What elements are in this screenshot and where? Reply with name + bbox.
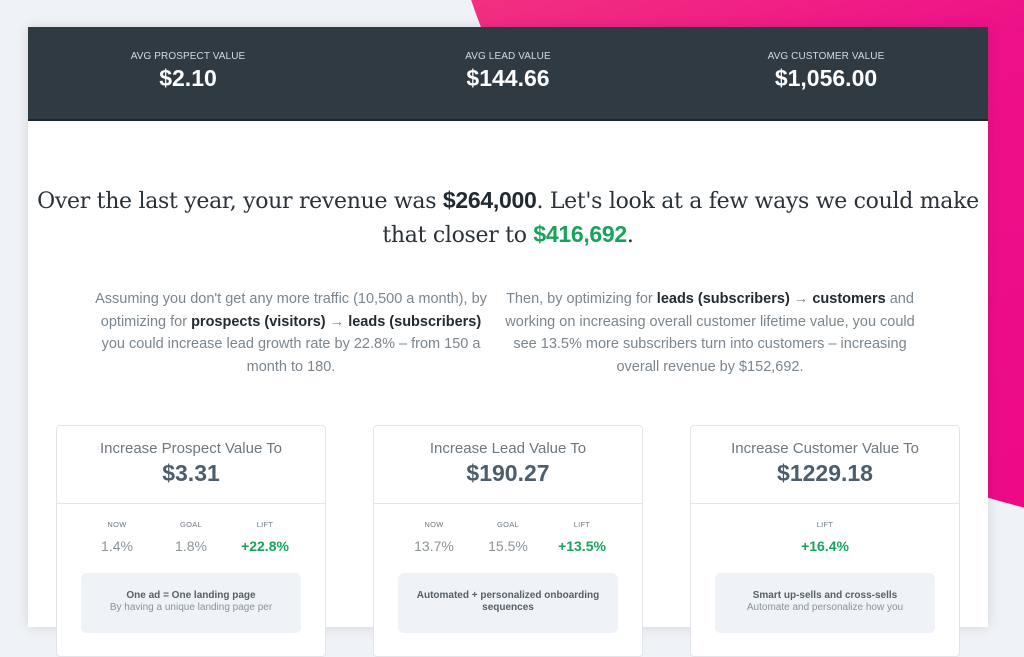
tip-description: By having a unique landing page per [109,602,273,613]
stat-value: $144.66 [466,65,550,91]
headline-text: Over the last year, your revenue was [37,189,443,214]
stat-value: $1,056.00 [774,65,878,91]
metric-label: NOW [107,520,127,529]
metric-now: NOW 13.7% [397,520,471,554]
metric-label: GOAL [496,520,520,529]
para-bold: customers [812,291,886,307]
para-bold: prospects (visitors) [191,313,326,330]
metric-lift: LIFT +16.4% [788,520,862,554]
tip-title: Smart up-sells and cross-sells [752,590,898,601]
metric-label: LIFT [256,520,274,529]
card-metrics: LIFT +16.4% [691,520,959,554]
card-metrics: NOW 13.7% GOAL 15.5% LIFT +13.5% [374,520,642,554]
card-title: Increase Customer Value To [731,440,919,457]
metric-value: 15.5% [488,538,528,554]
lead-explanation: Then, by optimizing for leads (subscribe… [505,288,915,378]
card-title: Increase Prospect Value To [99,440,283,457]
revenue-headline: Over the last year, your revenue was $26… [28,184,988,252]
para-text: Assuming you don't get any more traffic … [95,291,487,330]
para-text: and working on increasing overall custom… [505,291,915,375]
metric-value: +16.4% [801,538,849,554]
metric-goal: GOAL 15.5% [471,520,545,554]
stat-avg-prospect-value: AVG PROSPECT VALUE $2.10 [68,51,308,92]
metric-value: 1.8% [175,538,207,554]
headline-text: . [626,223,634,248]
tip-title: One ad = One landing page [126,590,256,601]
card-amount: $1229.18 [777,460,873,486]
metric-label: NOW [424,520,444,529]
tip-title: Automated + personalized onboarding sequ… [416,590,600,613]
headline-text: . Let's look at a few ways we could make… [382,189,979,248]
metric-label: GOAL [179,520,203,529]
card-amount: $3.31 [162,460,220,486]
para-bold: leads (subscribers) [348,313,482,330]
metric-lift: LIFT +13.5% [545,520,619,554]
stat-label: AVG PROSPECT VALUE [130,51,246,62]
metric-value: +22.8% [241,538,289,554]
card-header: Increase Lead Value To $190.27 [374,426,642,504]
card-lead-value: Increase Lead Value To $190.27 NOW 13.7%… [373,425,643,657]
stat-avg-customer-value: AVG CUSTOMER VALUE $1,056.00 [706,51,946,92]
para-text: Then, by optimizing for [506,291,657,307]
para-bold: leads (subscribers) [656,291,790,307]
card-metrics: NOW 1.4% GOAL 1.8% LIFT +22.8% [57,520,325,554]
metric-goal: GOAL 1.8% [154,520,228,554]
metric-value: 13.7% [414,538,454,554]
card-prospect-value: Increase Prospect Value To $3.31 NOW 1.4… [56,425,326,657]
tip-box: Smart up-sells and cross-sells Automate … [715,573,935,633]
stat-label: AVG LEAD VALUE [465,51,551,62]
stat-avg-lead-value: AVG LEAD VALUE $144.66 [388,51,628,92]
tip-description: Automate and personalize how you [746,602,904,613]
target-revenue: $416,692 [533,221,627,247]
card-title: Increase Lead Value To [429,440,587,457]
current-revenue: $264,000 [442,187,537,213]
metric-lift: LIFT +22.8% [228,520,302,554]
metric-label: LIFT [816,520,834,529]
metric-now: NOW 1.4% [80,520,154,554]
stat-label: AVG CUSTOMER VALUE [767,51,885,62]
metric-value: +13.5% [558,538,606,554]
prospect-explanation: Assuming you don't get any more traffic … [91,288,491,378]
arrow-icon: → [325,313,349,330]
stat-value: $2.10 [159,65,217,91]
arrow-icon: → [789,291,813,307]
tip-box: Automated + personalized onboarding sequ… [398,573,618,633]
card-amount: $190.27 [466,460,550,486]
revenue-report-panel: AVG PROSPECT VALUE $2.10 AVG LEAD VALUE … [28,27,988,657]
card-header: Increase Customer Value To $1229.18 [691,426,959,504]
metric-label: LIFT [573,520,591,529]
metric-value: 1.4% [101,538,133,554]
stats-header: AVG PROSPECT VALUE $2.10 AVG LEAD VALUE … [28,27,988,121]
card-header: Increase Prospect Value To $3.31 [57,426,325,504]
para-text: you could increase lead growth rate by 2… [101,336,481,375]
tip-box: One ad = One landing page By having a un… [81,573,301,633]
card-customer-value: Increase Customer Value To $1229.18 LIFT… [690,425,960,657]
